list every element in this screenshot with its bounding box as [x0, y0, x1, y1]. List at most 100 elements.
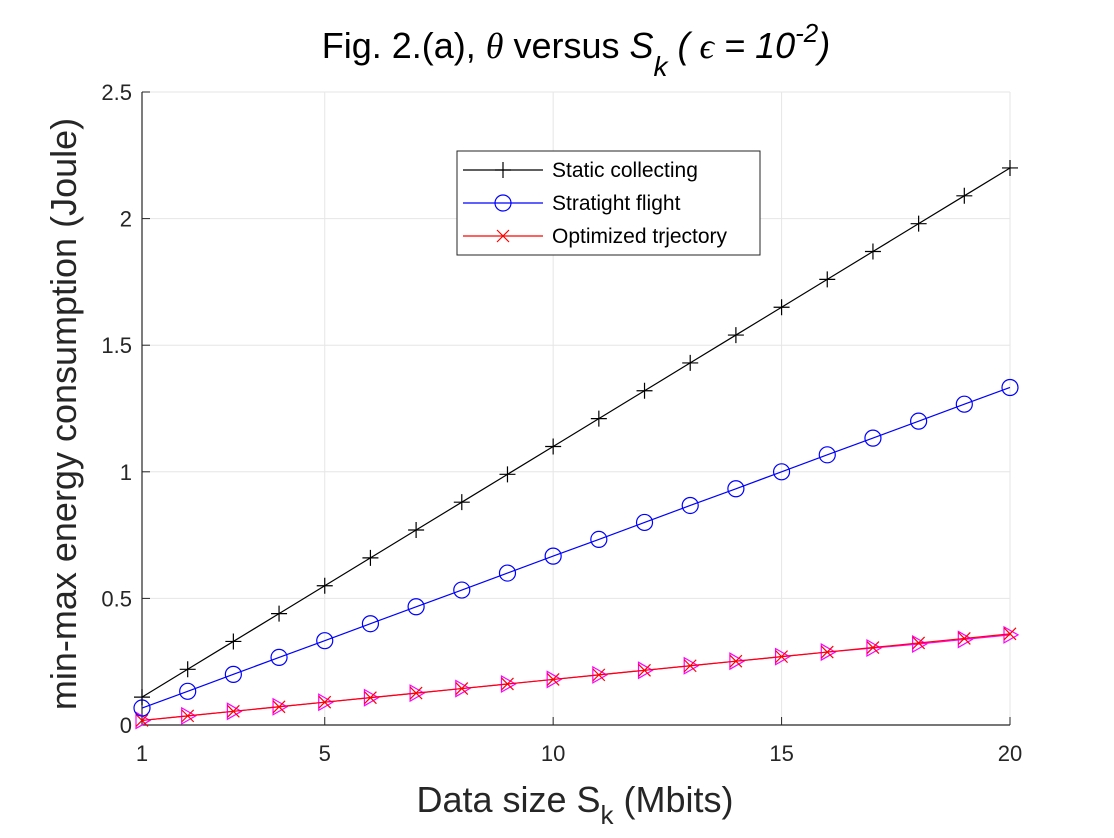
- legend: Static collecting Stratight flight Optimiz…: [456, 150, 761, 256]
- marker-plus: [1002, 159, 1018, 176]
- marker-plus: [864, 243, 881, 260]
- x-axis-title-main: Data size S: [416, 779, 600, 820]
- marker-x: [683, 659, 697, 673]
- marker-circle: [361, 615, 380, 633]
- marker-plus: [727, 327, 744, 344]
- chart-title: Fig. 2.(a), θ versus Sk ( ϵ = 10-2): [322, 18, 831, 82]
- title-s: S: [630, 25, 654, 66]
- legend-entry: Optimized trjectory: [463, 225, 728, 248]
- marker-circle: [494, 194, 512, 212]
- marker-x: [638, 663, 651, 677]
- series-line: [141, 633, 1011, 722]
- y-tick-label: 0.5: [101, 586, 132, 611]
- marker-circle: [498, 564, 517, 582]
- marker-plus: [134, 689, 150, 706]
- title-epsilon: ϵ: [700, 26, 716, 66]
- x-tick-label: 20: [998, 741, 1022, 766]
- marker-circle: [179, 682, 197, 700]
- marker-plus: [453, 494, 470, 511]
- marker-x: [592, 668, 606, 682]
- marker-x: [912, 636, 926, 650]
- marker-circle: [727, 480, 745, 498]
- x-axis-title-tail: (Mbits): [614, 779, 734, 820]
- marker-x: [957, 631, 971, 645]
- marker-circle: [1001, 378, 1019, 397]
- y-tick-label: 1.5: [101, 333, 132, 358]
- x-tick-label: 5: [319, 741, 331, 766]
- marker-circle: [772, 463, 791, 481]
- legend-label: Stratight flight: [552, 192, 681, 215]
- series-0: [134, 159, 1018, 706]
- marker-x: [729, 654, 743, 668]
- title-exp: -2: [795, 18, 819, 48]
- marker-circle: [955, 395, 973, 413]
- marker-x: [363, 691, 377, 705]
- marker-circle: [635, 513, 654, 532]
- marker-x: [318, 695, 332, 709]
- marker-x: [181, 709, 195, 723]
- title-k: k: [654, 51, 670, 82]
- marker-x: [501, 677, 514, 691]
- marker-circle: [407, 598, 425, 616]
- axes: [141, 92, 1010, 726]
- marker-circle: [270, 648, 288, 666]
- marker-circle: [224, 665, 242, 683]
- marker-x: [226, 704, 240, 718]
- marker-circle: [681, 496, 699, 515]
- marker-circle: [316, 632, 334, 650]
- marker-plus: [271, 605, 288, 622]
- marker-plus: [179, 661, 196, 678]
- title-eq: = 10: [714, 25, 795, 66]
- x-tick-label: 10: [541, 741, 565, 766]
- marker-plus: [362, 549, 379, 566]
- marker-x: [546, 672, 560, 686]
- title-prefix: Fig. 2.(a),: [322, 25, 486, 66]
- marker-circle: [590, 530, 608, 549]
- marker-plus: [773, 299, 790, 316]
- marker-circle: [818, 446, 836, 464]
- legend-entry: Stratight flight: [463, 192, 681, 215]
- y-tick-label: 0: [120, 713, 132, 738]
- marker-plus: [316, 577, 333, 594]
- legend-entry: Static collecting: [463, 159, 698, 182]
- marker-x: [272, 700, 286, 714]
- marker-circle: [864, 429, 882, 447]
- marker-plus: [495, 162, 511, 178]
- marker-plus: [225, 633, 242, 650]
- title-versus: versus: [503, 25, 629, 66]
- marker-x: [775, 650, 789, 664]
- series-line: [141, 167, 1011, 698]
- y-axis-title: min-max energy consumption (Joule): [43, 118, 84, 710]
- marker-circle: [544, 547, 562, 565]
- marker-x: [866, 641, 880, 654]
- x-tick-label: 15: [769, 741, 793, 766]
- marker-x: [820, 645, 834, 659]
- marker-plus: [819, 271, 836, 288]
- x-tick-label: 1: [136, 741, 148, 766]
- marker-x: [135, 714, 149, 727]
- series-group: [133, 159, 1020, 730]
- x-axis-title: Data size Sk (Mbits): [416, 779, 733, 830]
- marker-x: [1003, 627, 1017, 641]
- series-2: [135, 627, 1017, 727]
- marker-plus: [545, 438, 562, 455]
- marker-plus: [499, 466, 516, 483]
- x-axis-title-sub: k: [601, 800, 615, 830]
- marker-circle: [910, 412, 928, 430]
- y-tick-label: 2.5: [101, 80, 132, 105]
- marker-circle: [453, 581, 471, 599]
- legend-label: Optimized trjectory: [552, 225, 728, 248]
- marker-plus: [636, 382, 653, 399]
- series-1: [133, 378, 1019, 717]
- title-paren-open: (: [668, 25, 700, 66]
- marker-x: [409, 686, 423, 700]
- legend-label: Static collecting: [552, 159, 698, 182]
- marker-plus: [408, 522, 425, 539]
- marker-plus: [956, 187, 973, 204]
- y-tick-label: 2: [120, 207, 132, 232]
- title-theta: θ: [486, 26, 504, 66]
- marker-x: [496, 229, 510, 243]
- marker-x: [455, 682, 469, 695]
